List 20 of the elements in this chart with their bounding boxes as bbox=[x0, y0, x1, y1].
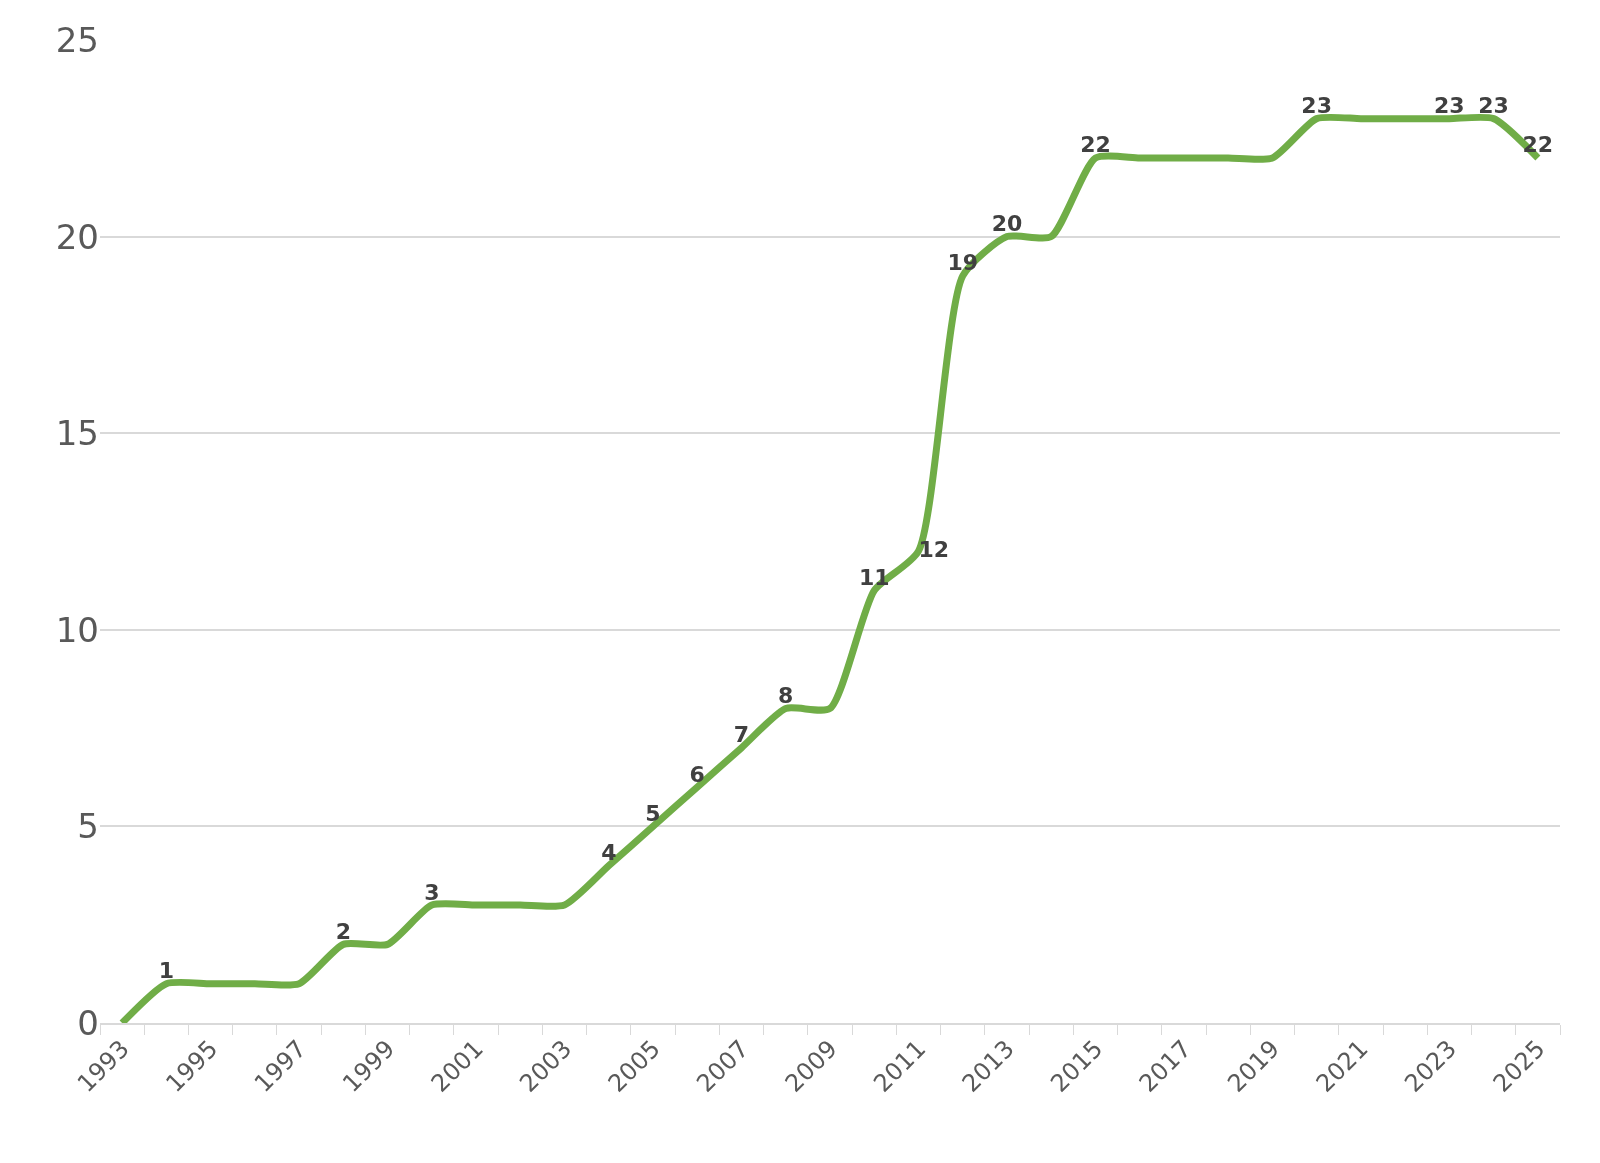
data-label: 1 bbox=[158, 958, 175, 984]
data-label: 6 bbox=[689, 761, 705, 787]
data-label: 20 bbox=[991, 211, 1023, 237]
data-label: 8 bbox=[778, 682, 794, 708]
data-label: 2 bbox=[335, 918, 351, 944]
data-label: 7 bbox=[733, 722, 750, 748]
data-label: 4 bbox=[601, 840, 617, 866]
data-label: 5 bbox=[645, 800, 661, 826]
data-label: 12 bbox=[918, 536, 950, 562]
data-label: 23 bbox=[1478, 93, 1509, 119]
y-tick-label: 0 bbox=[77, 1002, 99, 1043]
data-label: 23 bbox=[1301, 93, 1332, 119]
y-tick-label: 15 bbox=[55, 413, 99, 454]
data-label: 3 bbox=[424, 879, 440, 905]
data-label: 23 bbox=[1434, 93, 1465, 119]
y-tick-label: 25 bbox=[55, 19, 99, 60]
y-tick-label: 5 bbox=[77, 806, 99, 847]
data-label: 22 bbox=[1080, 132, 1111, 158]
y-tick-label: 10 bbox=[55, 609, 99, 650]
y-tick-label: 20 bbox=[55, 216, 99, 257]
